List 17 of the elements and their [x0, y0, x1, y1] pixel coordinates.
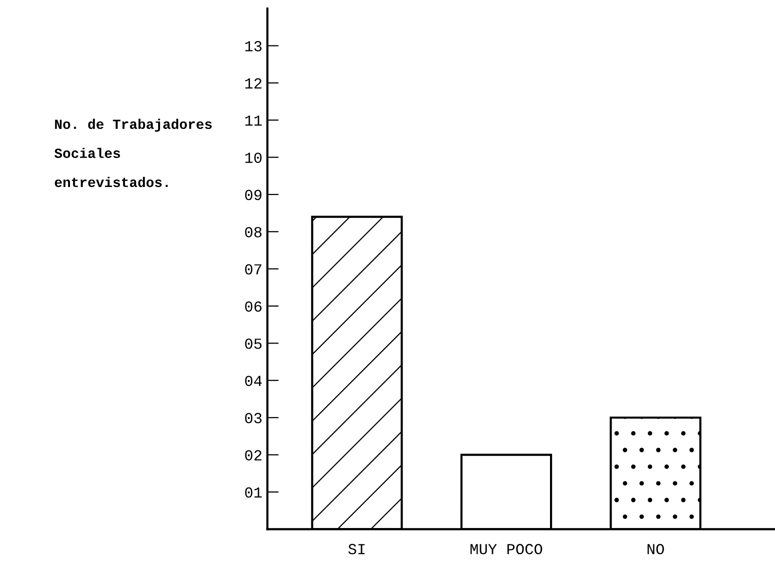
y-tick-label: 07 — [245, 264, 262, 275]
y-tick-label: 06 — [245, 301, 262, 312]
y-tick-label: 11 — [245, 116, 262, 126]
y-tick-label: 01 — [245, 487, 262, 498]
x-tick-label: MUY POCO — [470, 544, 542, 554]
y-tick-label: 13 — [245, 41, 262, 52]
y-tick-label: 12 — [245, 78, 262, 88]
y-tick-label: 05 — [245, 338, 262, 349]
y-tick-label: 08 — [245, 226, 262, 238]
y-tick-label: 04 — [245, 376, 262, 386]
y-tick-label: 03 — [245, 412, 262, 424]
y-tick-label: 09 — [245, 190, 262, 200]
x-tick-label: NO — [648, 544, 664, 554]
text: No. de Trabajadores Sociales entrevistados. — [54, 118, 212, 188]
y-tick-label: 10 — [245, 152, 262, 163]
x-tick-label: SI — [348, 544, 365, 554]
y-tick-label: 02 — [245, 450, 262, 460]
